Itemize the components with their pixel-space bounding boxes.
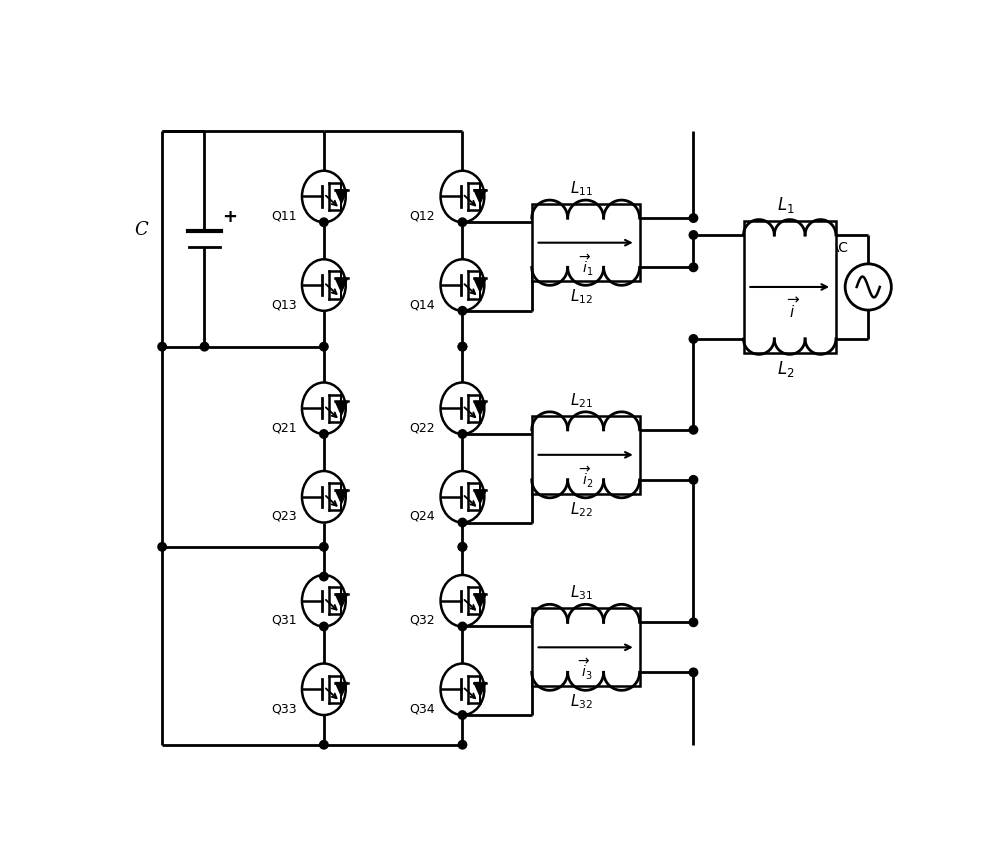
Polygon shape: [474, 278, 486, 292]
Circle shape: [320, 343, 328, 351]
Text: Q32: Q32: [410, 614, 435, 627]
Circle shape: [200, 343, 209, 351]
Circle shape: [458, 518, 467, 527]
Text: $L_{32}$: $L_{32}$: [570, 692, 593, 711]
Circle shape: [689, 475, 698, 484]
Circle shape: [458, 343, 467, 351]
Circle shape: [689, 335, 698, 344]
Text: $\overrightarrow{i}_3$: $\overrightarrow{i}_3$: [578, 657, 593, 683]
Text: Q34: Q34: [410, 703, 435, 715]
Circle shape: [689, 231, 698, 239]
Circle shape: [458, 343, 467, 351]
Circle shape: [320, 623, 328, 631]
Circle shape: [458, 542, 467, 551]
Polygon shape: [474, 490, 486, 504]
Ellipse shape: [302, 664, 346, 715]
Text: $\overrightarrow{i}_2$: $\overrightarrow{i}_2$: [579, 465, 593, 490]
Polygon shape: [335, 490, 348, 504]
Ellipse shape: [302, 382, 346, 434]
Polygon shape: [474, 594, 486, 608]
Ellipse shape: [441, 170, 484, 222]
Text: $L_{21}$: $L_{21}$: [570, 391, 593, 410]
Circle shape: [689, 618, 698, 627]
Circle shape: [158, 542, 166, 551]
Circle shape: [158, 343, 166, 351]
Text: Q12: Q12: [410, 209, 435, 223]
Text: $L_{31}$: $L_{31}$: [570, 584, 593, 603]
Polygon shape: [335, 278, 348, 292]
Text: C: C: [134, 220, 148, 238]
Text: Q23: Q23: [271, 510, 297, 523]
Text: $L_{22}$: $L_{22}$: [570, 500, 593, 518]
Circle shape: [320, 218, 328, 226]
Circle shape: [458, 542, 467, 551]
Bar: [532, 416, 640, 493]
Circle shape: [458, 307, 467, 315]
Text: $L_1$: $L_1$: [777, 195, 795, 215]
Ellipse shape: [441, 259, 484, 311]
Ellipse shape: [441, 664, 484, 715]
Text: +: +: [222, 208, 237, 226]
Ellipse shape: [302, 575, 346, 627]
Circle shape: [689, 425, 698, 434]
Polygon shape: [335, 189, 348, 203]
Text: $L_{12}$: $L_{12}$: [570, 288, 593, 306]
Text: Q21: Q21: [271, 421, 297, 434]
Text: AC: AC: [829, 240, 848, 255]
Bar: [532, 204, 640, 282]
Ellipse shape: [441, 382, 484, 434]
Circle shape: [458, 218, 467, 226]
Ellipse shape: [302, 471, 346, 523]
Circle shape: [458, 430, 467, 438]
Polygon shape: [335, 594, 348, 608]
Polygon shape: [474, 683, 486, 696]
Text: Q33: Q33: [271, 703, 297, 715]
Circle shape: [845, 263, 891, 310]
Text: Q24: Q24: [410, 510, 435, 523]
Polygon shape: [335, 683, 348, 696]
Circle shape: [320, 573, 328, 581]
Text: Q14: Q14: [410, 298, 435, 311]
Text: Q31: Q31: [271, 614, 297, 627]
Text: $\overrightarrow{i}_1$: $\overrightarrow{i}_1$: [579, 252, 593, 278]
Bar: [744, 221, 836, 353]
Text: Q22: Q22: [410, 421, 435, 434]
Circle shape: [689, 263, 698, 271]
Circle shape: [320, 740, 328, 749]
Circle shape: [458, 711, 467, 719]
Polygon shape: [474, 189, 486, 203]
Text: Q11: Q11: [271, 209, 297, 223]
Text: $L_{11}$: $L_{11}$: [570, 179, 593, 198]
Text: Q13: Q13: [271, 298, 297, 311]
Polygon shape: [335, 401, 348, 415]
Circle shape: [689, 214, 698, 222]
Text: $\overrightarrow{i}$: $\overrightarrow{i}$: [787, 297, 800, 321]
Bar: [532, 609, 640, 686]
Ellipse shape: [441, 575, 484, 627]
Ellipse shape: [441, 471, 484, 523]
Circle shape: [458, 623, 467, 631]
Ellipse shape: [302, 259, 346, 311]
Circle shape: [320, 542, 328, 551]
Text: $L_2$: $L_2$: [777, 359, 795, 379]
Circle shape: [689, 668, 698, 677]
Polygon shape: [474, 401, 486, 415]
Ellipse shape: [302, 170, 346, 222]
Circle shape: [458, 740, 467, 749]
Circle shape: [320, 430, 328, 438]
